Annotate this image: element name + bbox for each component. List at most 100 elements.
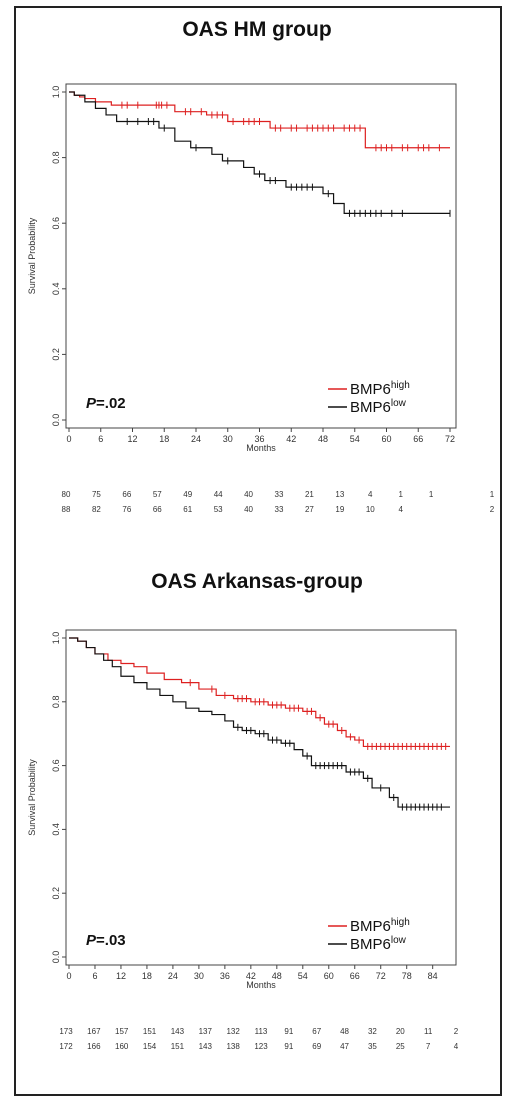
risk-table-cell: 132 [226,1027,240,1036]
x-tick-label: 48 [272,971,282,981]
risk-table-cell: 166 [87,1042,101,1051]
risk-table-cell: 47 [340,1042,349,1051]
y-tick-label: 0.0 [51,951,61,964]
risk-table-arkansas: 173 167 157 151 143 137 132 113 91 67 48 32 20 11 2 172… [59,1027,458,1051]
risk-table-cell: 49 [183,490,192,499]
x-tick-label: 30 [223,434,233,444]
y-tick-label: 1.0 [51,632,61,645]
risk-table-cell: 143 [171,1027,185,1036]
risk-table-cell: 151 [143,1027,157,1036]
legend: BMP6high BMP6low [328,380,410,416]
x-tick-label: 36 [220,971,230,981]
x-tick-label: 54 [350,434,360,444]
y-tick-label: 0.2 [51,887,61,900]
y-tick-label: 0.4 [51,823,61,836]
y-tick-label: 0.8 [51,151,61,164]
risk-table-cell: 4 [368,490,373,499]
risk-table-cell: 137 [199,1027,213,1036]
x-tick-label: 42 [246,971,256,981]
risk-table-cell: 172 [59,1042,73,1051]
risk-table-cell: 138 [226,1042,240,1051]
risk-table-cell: 33 [275,490,284,499]
km-curve-bmp6low [69,637,450,808]
risk-table-cell: 4 [454,1042,459,1051]
risk-table-cell: 2 [490,505,495,514]
x-tick-label: 6 [98,434,103,444]
risk-table-cell: 82 [92,505,101,514]
risk-table-cell: 80 [62,490,71,499]
risk-table-cell: 143 [199,1042,213,1051]
km-curve-bmp6high [69,637,450,748]
risk-table-cell: 25 [396,1042,405,1051]
legend-label-base: BMP6 [350,936,391,953]
y-tick-label: 0.2 [51,348,61,361]
x-tick-label: 36 [254,434,264,444]
p-value-label: P=.03 [86,932,126,949]
risk-table-cell: 66 [122,490,131,499]
x-tick-label: 66 [350,971,360,981]
risk-table-cell: 48 [340,1027,349,1036]
risk-table-cell: 1 [398,490,403,499]
risk-table-cell: 40 [244,490,253,499]
risk-table-cell: 66 [153,505,162,514]
risk-table-cell: 11 [424,1027,433,1036]
risk-table-cell: 167 [87,1027,101,1036]
risk-table-cell: 123 [254,1042,268,1051]
legend-label-sup: low [391,398,407,409]
x-tick-label: 6 [92,971,97,981]
legend-label-low: BMP6low [350,398,407,416]
km-plot-arkansas: 0.0 0.2 0.4 0.6 0.8 1.0 0 6 12 18 24 30 36 42 48 54 60 66… [51,629,457,981]
risk-table-cell: 154 [143,1042,157,1051]
km-plot-hm: 0.0 0.2 0.4 0.6 0.8 1.0 0 6 12 18 24 30 36 42 48 54 60 66… [51,83,457,444]
x-tick-label: 66 [413,434,423,444]
y-tick-label: 0.8 [51,696,61,709]
km-curve-bmp6high [69,91,450,149]
risk-table-cell: 53 [214,505,223,514]
risk-table-cell: 69 [312,1042,321,1051]
panel-hm-group: OAS HM group 0.00.20.40.60.81.00 6 12 18 24 3… [27,18,495,514]
risk-table-cell: 10 [366,505,375,514]
y-tick-label: 0.6 [51,759,61,772]
risk-table-cell: 113 [255,1027,268,1036]
legend-label-high: BMP6high [350,917,410,935]
risk-table-cell: 91 [284,1042,293,1051]
legend: BMP6high BMP6low [328,917,410,953]
x-tick-label: 60 [381,434,391,444]
risk-table-cell: 67 [312,1027,321,1036]
x-axis-label: Months [246,980,276,990]
km-curve-bmp6low [69,91,450,214]
risk-table-hm: 80 75 66 57 49 44 40 33 21 13 4 1 1 1 88 82 76 66 61 53 40 33… [62,490,495,514]
figure-svg: OAS HM group 0.00.20.40.60.81.00 6 12 18 24 3… [27,18,495,1051]
y-tick-label: 0.4 [51,283,61,296]
x-tick-label: 72 [445,434,455,444]
risk-table-cell: 61 [183,505,192,514]
risk-table-cell: 19 [335,505,344,514]
x-tick-label: 42 [286,434,296,444]
y-tick-label: 1.0 [51,86,61,99]
legend-label-base: BMP6 [350,918,391,935]
x-tick-label: 30 [194,971,204,981]
legend-label-sup: low [391,935,407,946]
risk-table-cell: 21 [305,490,314,499]
x-tick-label: 12 [116,971,126,981]
risk-table-cell: 32 [368,1027,377,1036]
plot-area-border [65,83,457,429]
x-tick-label: 60 [324,971,334,981]
x-tick-label: 48 [318,434,328,444]
panel-arkansas-group: OAS Arkansas-group 0.0 0.2 0.4 0.6 0.8 1.0 0 6 1… [27,570,459,1051]
risk-table-cell: 151 [171,1042,185,1051]
risk-table-cell: 33 [275,505,284,514]
risk-table-cell: 91 [284,1027,293,1036]
risk-table-cell: 173 [59,1027,73,1036]
x-tick-label: 18 [142,971,152,981]
risk-table-cell: 44 [214,490,223,499]
risk-table-cell: 57 [153,490,162,499]
y-tick-label: 0.0 [51,414,61,427]
risk-table-cell: 75 [92,490,101,499]
legend-label-sup: high [391,380,410,391]
panel-title: OAS Arkansas-group [151,570,363,593]
panel-title: OAS HM group [182,18,331,41]
risk-table-cell: 4 [398,505,403,514]
risk-table-cell: 76 [122,505,131,514]
risk-table-cell: 1 [429,490,434,499]
